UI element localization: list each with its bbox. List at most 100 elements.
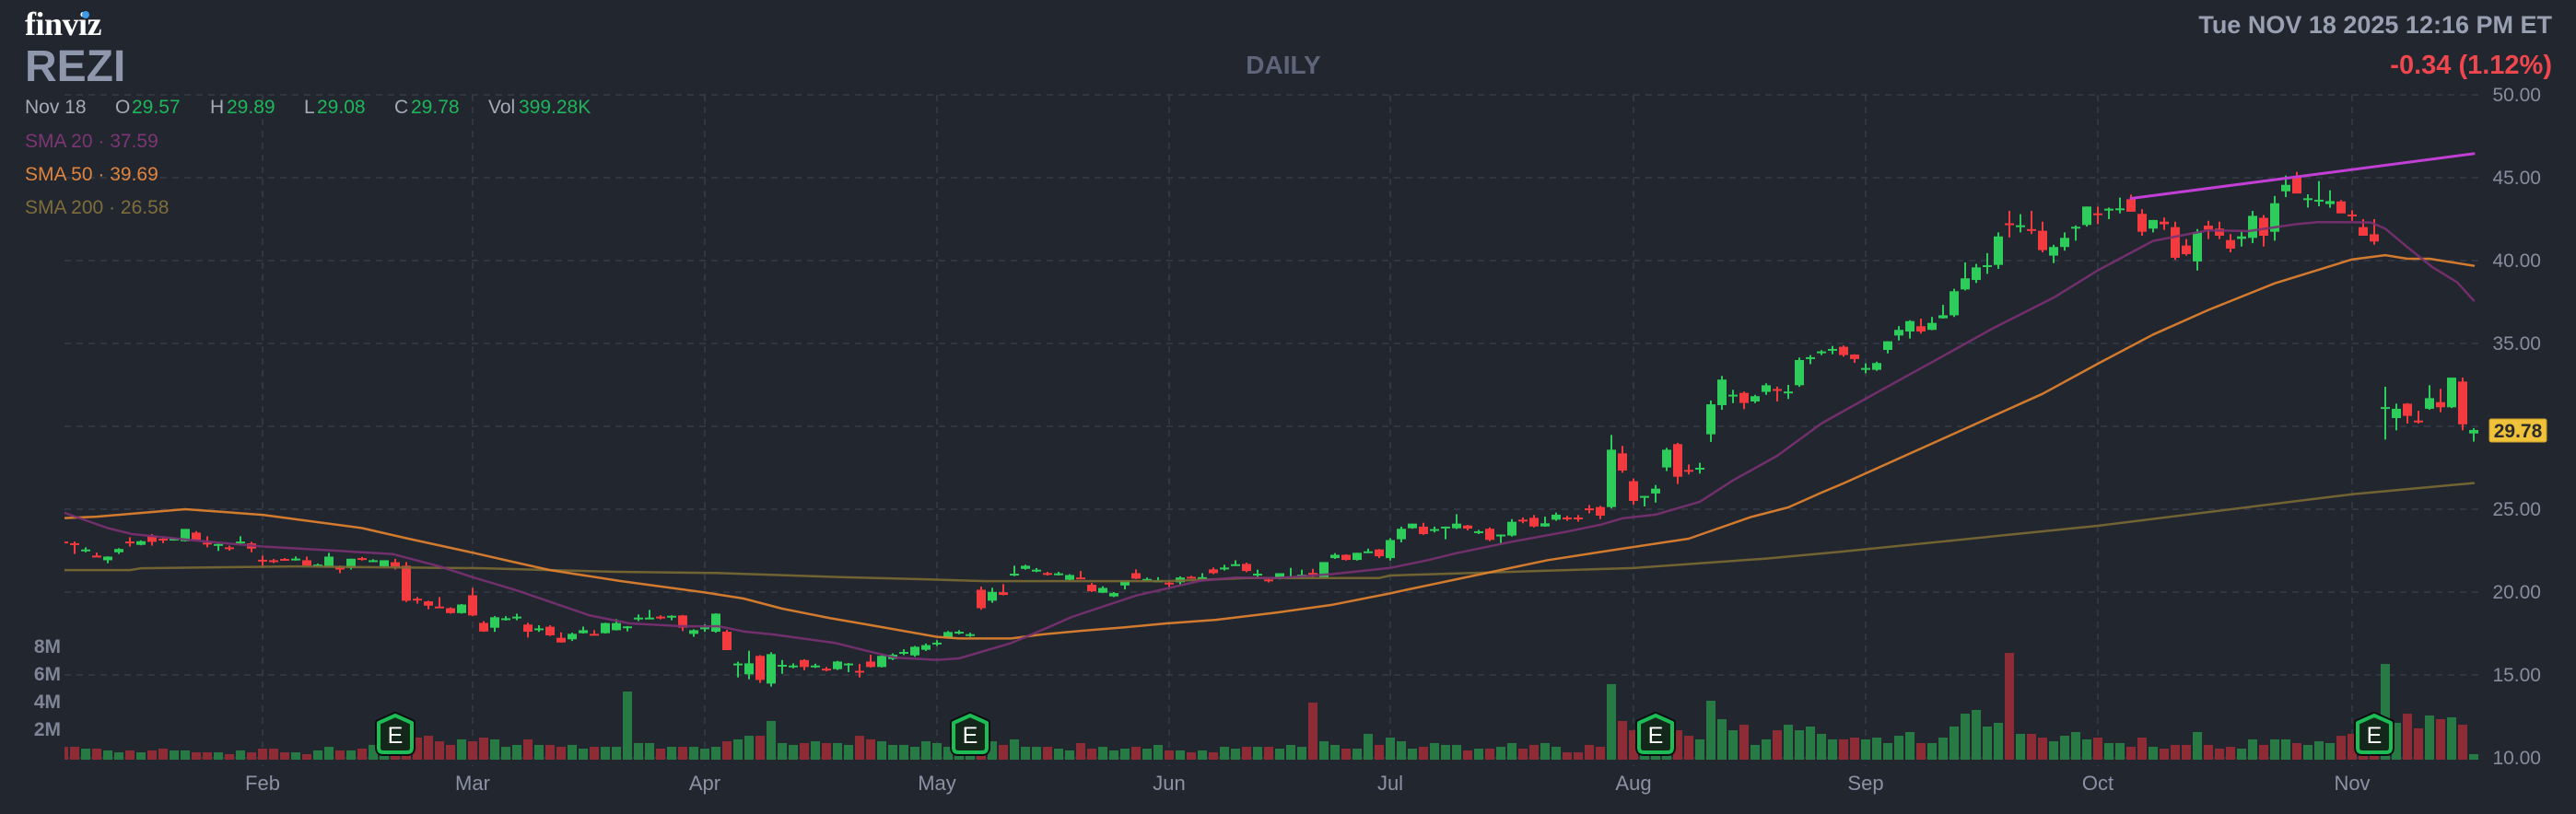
- candle[interactable]: [623, 625, 632, 632]
- candle[interactable]: [1098, 586, 1107, 594]
- candle[interactable]: [1209, 567, 1218, 575]
- candle[interactable]: [2325, 190, 2335, 208]
- candle[interactable]: [612, 619, 621, 631]
- candle[interactable]: [601, 622, 610, 634]
- candle[interactable]: [999, 584, 1008, 596]
- candle[interactable]: [2193, 228, 2202, 271]
- candle[interactable]: [1596, 506, 1605, 519]
- candle[interactable]: [181, 529, 190, 542]
- candle[interactable]: [1651, 484, 1660, 503]
- sma200-legend[interactable]: SMA 200 · 26.58: [25, 198, 169, 217]
- candle[interactable]: [1264, 577, 1273, 583]
- candle[interactable]: [424, 600, 433, 610]
- candle[interactable]: [1684, 464, 1693, 475]
- candle[interactable]: [1739, 391, 1749, 410]
- candle[interactable]: [1408, 523, 1417, 529]
- candle[interactable]: [534, 625, 544, 633]
- candle[interactable]: [1308, 568, 1317, 577]
- candle[interactable]: [1695, 462, 1704, 474]
- candle[interactable]: [1751, 394, 1760, 403]
- candle[interactable]: [291, 556, 300, 561]
- candle[interactable]: [1706, 400, 1715, 442]
- candle[interactable]: [1496, 534, 1505, 543]
- candle[interactable]: [269, 559, 278, 564]
- candle[interactable]: [1850, 354, 1859, 364]
- candle[interactable]: [789, 663, 798, 669]
- candle[interactable]: [523, 622, 533, 638]
- candle[interactable]: [2171, 221, 2180, 261]
- candle[interactable]: [943, 631, 953, 639]
- candle[interactable]: [324, 552, 334, 567]
- candle[interactable]: [2370, 219, 2379, 245]
- candle[interactable]: [236, 536, 245, 545]
- candle[interactable]: [1762, 383, 1771, 395]
- candle[interactable]: [634, 614, 643, 622]
- candle[interactable]: [1220, 564, 1229, 571]
- candle[interactable]: [711, 613, 720, 634]
- candle[interactable]: [778, 659, 787, 674]
- candle[interactable]: [1187, 576, 1196, 579]
- candle[interactable]: [2049, 244, 2058, 263]
- candle[interactable]: [1441, 526, 1450, 540]
- candle[interactable]: [391, 559, 400, 570]
- candle[interactable]: [1231, 560, 1240, 566]
- candle[interactable]: [2093, 206, 2102, 225]
- candle[interactable]: [479, 621, 488, 633]
- candle[interactable]: [2292, 171, 2301, 194]
- candle[interactable]: [1540, 517, 1550, 528]
- candle[interactable]: [1894, 326, 1903, 341]
- candle[interactable]: [2458, 378, 2467, 431]
- candle[interactable]: [1795, 357, 1804, 388]
- sma50-legend[interactable]: SMA 50 · 39.69: [25, 165, 158, 184]
- candle[interactable]: [1054, 572, 1063, 576]
- candle[interactable]: [811, 663, 820, 669]
- candle[interactable]: [136, 540, 146, 546]
- candle[interactable]: [1983, 252, 1992, 274]
- candle[interactable]: [2226, 234, 2235, 252]
- candle[interactable]: [866, 655, 875, 668]
- candle[interactable]: [1529, 515, 1539, 528]
- candle[interactable]: [1386, 538, 1395, 561]
- candle[interactable]: [2126, 194, 2136, 212]
- candle[interactable]: [1397, 526, 1406, 542]
- candle[interactable]: [59, 541, 68, 544]
- candle[interactable]: [2314, 180, 2324, 206]
- candle[interactable]: [446, 607, 455, 614]
- candle[interactable]: [1518, 517, 1528, 524]
- candle[interactable]: [755, 655, 765, 683]
- earnings-marker[interactable]: E: [1635, 712, 1676, 756]
- candle[interactable]: [2436, 389, 2445, 413]
- candle[interactable]: [1452, 514, 1461, 529]
- candle[interactable]: [966, 633, 975, 637]
- candle[interactable]: [1607, 435, 1616, 509]
- candle[interactable]: [2082, 206, 2091, 227]
- candle[interactable]: [899, 649, 908, 656]
- candle[interactable]: [2403, 402, 2412, 424]
- candle[interactable]: [280, 558, 289, 561]
- candle[interactable]: [413, 597, 422, 604]
- candle[interactable]: [402, 562, 411, 602]
- candle[interactable]: [2027, 211, 2036, 235]
- candle[interactable]: [1585, 505, 1594, 514]
- candle[interactable]: [1773, 386, 1782, 401]
- candle[interactable]: [1043, 572, 1052, 576]
- candle[interactable]: [114, 548, 123, 554]
- candle[interactable]: [1253, 569, 1262, 579]
- candle[interactable]: [2005, 211, 2014, 238]
- candle[interactable]: [247, 541, 256, 552]
- candle[interactable]: [1474, 529, 1483, 535]
- candle[interactable]: [2281, 175, 2290, 198]
- candle[interactable]: [1717, 376, 1727, 410]
- candle[interactable]: [1961, 262, 1970, 291]
- candle[interactable]: [1806, 355, 1815, 365]
- candle[interactable]: [877, 655, 886, 668]
- candle[interactable]: [921, 643, 931, 651]
- candle[interactable]: [380, 560, 389, 567]
- candle[interactable]: [346, 558, 356, 570]
- candle[interactable]: [767, 652, 776, 687]
- candle[interactable]: [932, 640, 942, 646]
- candle[interactable]: [125, 537, 135, 547]
- candle[interactable]: [556, 632, 566, 643]
- candle[interactable]: [733, 661, 743, 678]
